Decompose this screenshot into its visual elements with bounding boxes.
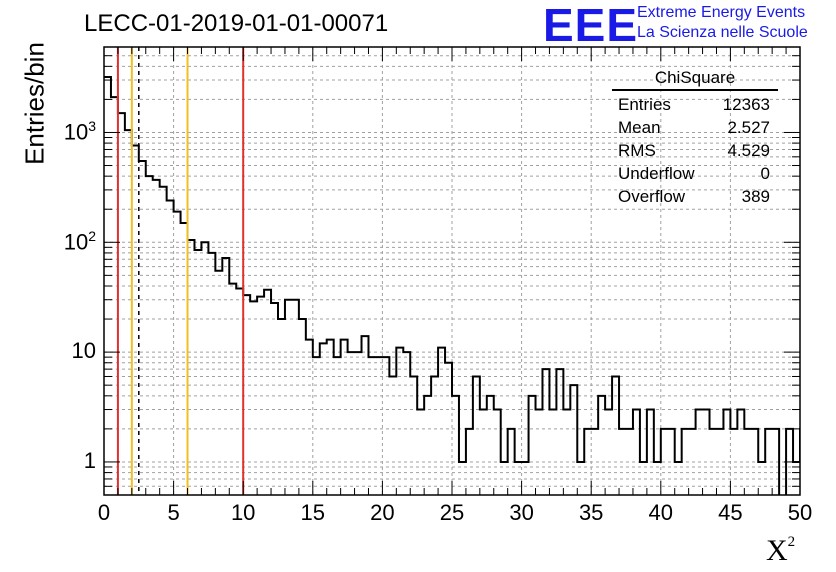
y-tick-label: 103 (63, 118, 96, 145)
stats-box: ChiSquare Entries 12363 Mean 2.527 RMS 4.52… (612, 68, 778, 208)
x-tick-label: 35 (578, 500, 604, 525)
logo-line-1: Extreme Energy Events (637, 4, 806, 21)
stats-label: Overflow (618, 187, 686, 206)
x-tick-label: 15 (300, 500, 326, 525)
x-axis-label: X2 (766, 534, 796, 567)
stats-label: Underflow (618, 164, 695, 183)
x-tick-label: 45 (718, 500, 743, 525)
stats-row-mean: Mean 2.527 (612, 116, 778, 139)
y-tick-label: 10 (71, 338, 96, 364)
stats-row-rms: RMS 4.529 (612, 139, 778, 162)
stats-value: 2.527 (727, 118, 770, 137)
logo-line-2: La Scienza nelle Scuole (637, 24, 808, 41)
x-tick-label: 0 (97, 500, 111, 525)
stats-value: 0 (760, 164, 770, 183)
y-tick-label: 1 (83, 447, 96, 473)
stats-value: 389 (741, 187, 770, 206)
stats-title: ChiSquare (612, 68, 778, 91)
x-tick-label: 50 (787, 500, 813, 525)
stats-row-entries: Entries 12363 (612, 93, 778, 116)
stats-label: RMS (618, 141, 656, 160)
stats-label: Entries (618, 95, 671, 114)
x-tick-label: 40 (648, 500, 674, 525)
stats-label: Mean (618, 118, 661, 137)
x-tick-label: 25 (439, 500, 465, 525)
stats-value: 4.529 (727, 141, 770, 160)
eee-logo: EEE (543, 0, 639, 51)
stats-row-overflow: Overflow 389 (612, 185, 778, 208)
x-tick-label: 10 (230, 500, 256, 525)
y-tick-label: 102 (63, 228, 96, 255)
x-tick-label: 20 (370, 500, 395, 525)
stats-value: 12363 (722, 95, 770, 114)
stats-row-underflow: Underflow 0 (612, 162, 778, 185)
chart-title: LECC-01-2019-01-01-00071 (84, 10, 389, 37)
x-tick-label: 5 (167, 500, 180, 525)
histogram-series (104, 75, 800, 495)
x-tick-label: 30 (509, 500, 534, 525)
